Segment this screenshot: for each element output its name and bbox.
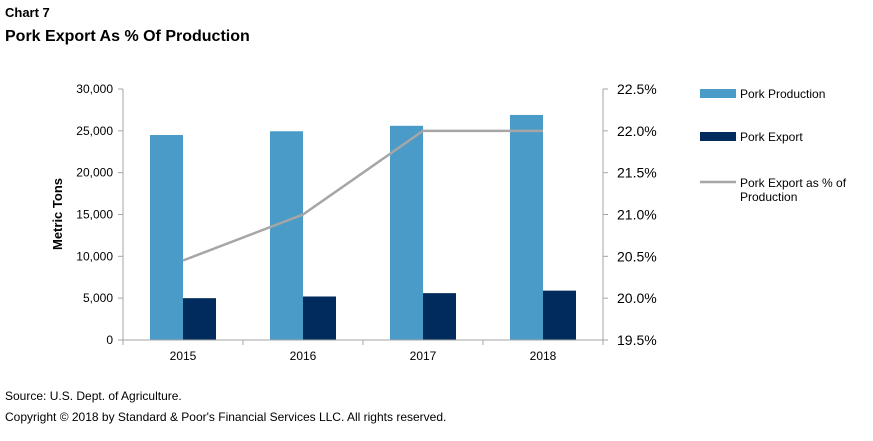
production-bar [390, 125, 423, 341]
left-tick-label: 30,000 [76, 82, 113, 96]
export-bar [543, 290, 576, 340]
legend-swatch [700, 132, 736, 141]
production-bar [270, 131, 303, 340]
legend-swatch [700, 89, 736, 98]
copyright-note: Copyright © 2018 by Standard & Poor's Fi… [5, 410, 447, 424]
source-note: Source: U.S. Dept. of Agriculture. [5, 389, 182, 403]
right-tick-label: 20.5% [617, 248, 657, 264]
y-axis-label: Metric Tons [50, 178, 65, 250]
right-tick-label: 22.0% [617, 123, 657, 139]
x-tick-label: 2016 [290, 349, 317, 363]
x-tick-label: 2015 [170, 349, 197, 363]
production-bar [510, 114, 543, 340]
left-tick-label: 10,000 [76, 249, 113, 263]
chart-number: Chart 7 [5, 5, 50, 20]
right-tick-label: 21.5% [617, 165, 657, 181]
export-bar [183, 298, 216, 340]
right-tick-label: 22.5% [617, 81, 657, 97]
chart-title: Pork Export As % Of Production [5, 28, 250, 45]
export-bar [303, 296, 336, 340]
right-tick-label: 19.5% [617, 332, 657, 348]
export-bar [423, 293, 456, 340]
left-tick-label: 5,000 [83, 291, 113, 305]
left-tick-label: 0 [106, 333, 113, 347]
legend-label: Pork Production [740, 87, 825, 101]
legend-label: Pork Export [740, 130, 803, 144]
x-tick-label: 2018 [530, 349, 557, 363]
left-tick-label: 20,000 [76, 166, 113, 180]
left-tick-label: 15,000 [76, 208, 113, 222]
right-tick-label: 21.0% [617, 207, 657, 223]
left-tick-label: 25,000 [76, 124, 113, 138]
legend-label: Production [740, 190, 797, 204]
x-tick-label: 2017 [410, 349, 437, 363]
right-tick-label: 20.0% [617, 290, 657, 306]
production-bar [150, 135, 183, 340]
percent-line [182, 129, 543, 262]
legend-label: Pork Export as % of [740, 176, 847, 190]
